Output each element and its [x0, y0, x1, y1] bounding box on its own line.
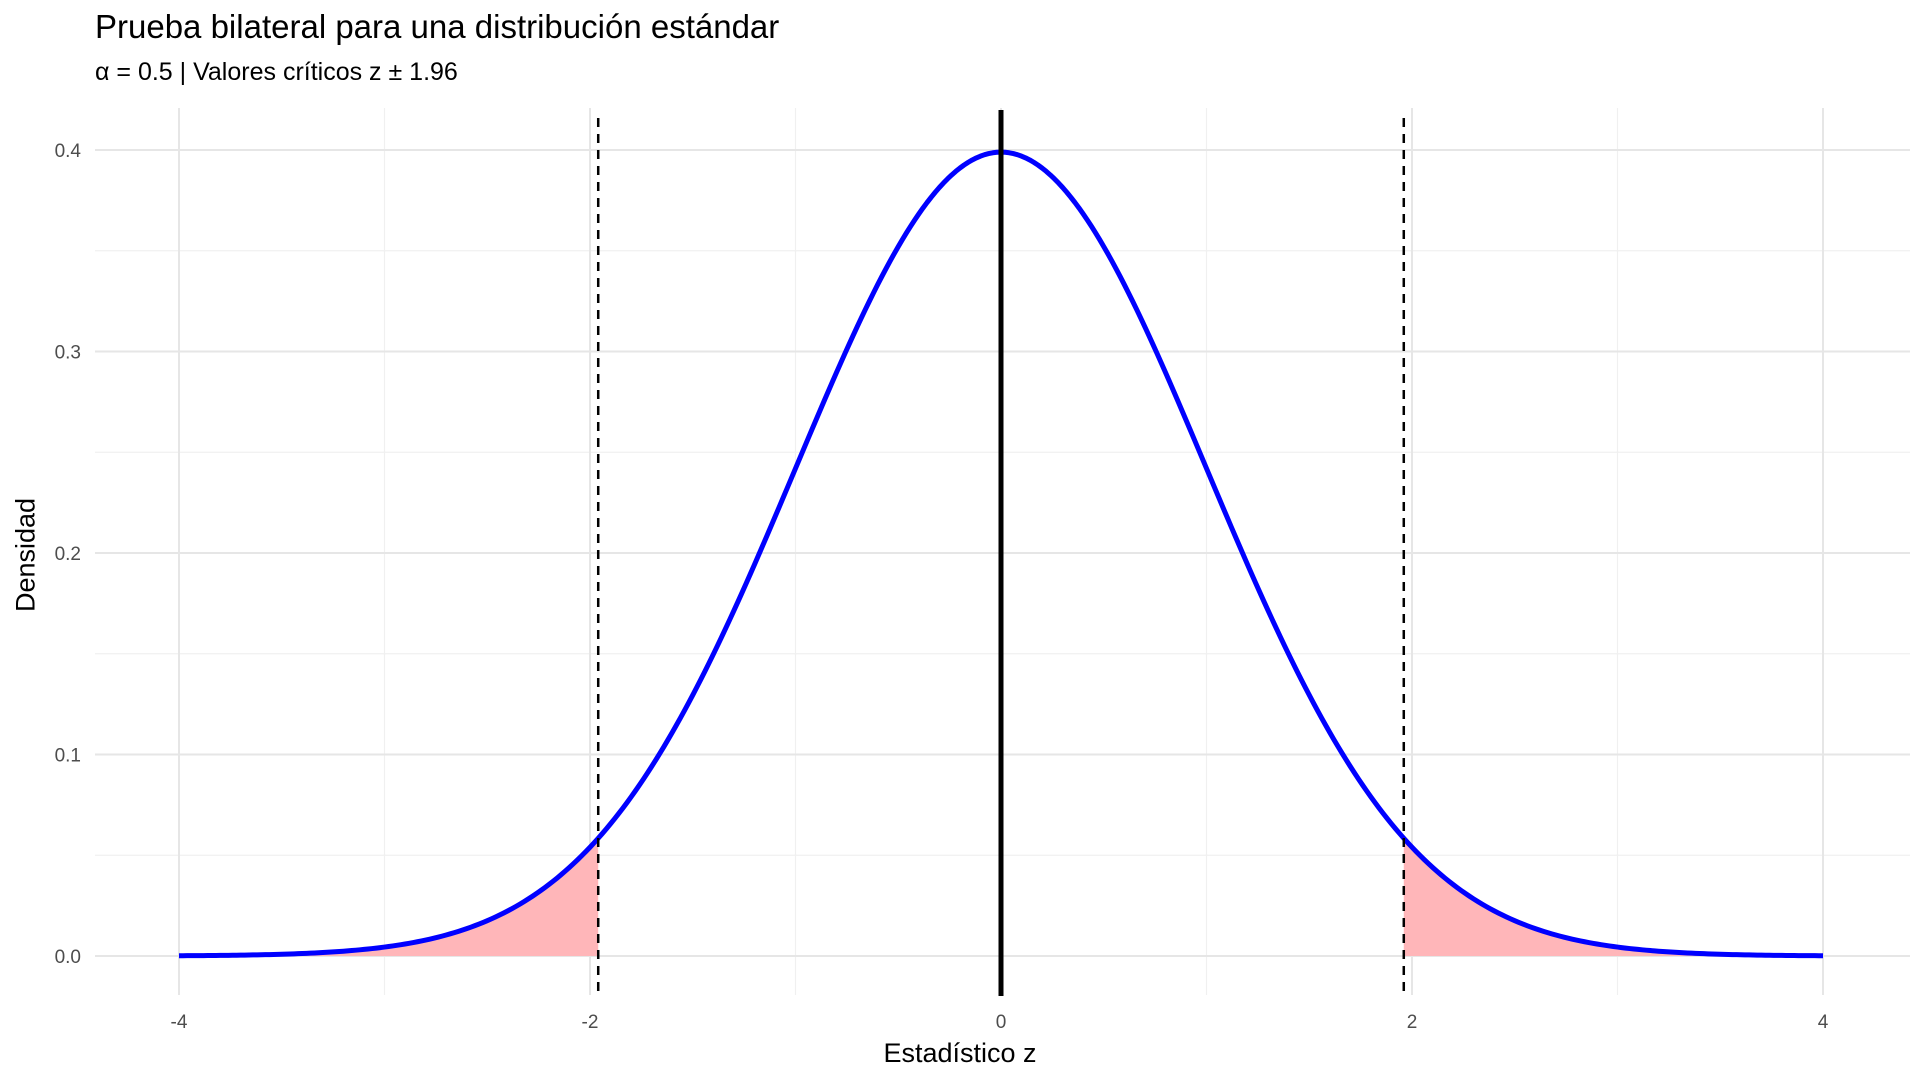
left-rejection-region [179, 838, 599, 956]
x-tick-label: 2 [1407, 1012, 1418, 1033]
y-tick-label: 0.3 [55, 343, 81, 364]
x-tick-label: 0 [996, 1012, 1007, 1033]
x-tick-label: -2 [582, 1012, 599, 1033]
right-rejection-region [1403, 838, 1823, 956]
y-tick-label: 0.1 [55, 746, 81, 767]
y-tick-label: 0.0 [55, 947, 81, 968]
y-tick-label: 0.4 [55, 141, 82, 162]
y-tick-label: 0.2 [55, 544, 81, 565]
chart-title: Prueba bilateral para una distribución e… [95, 8, 780, 45]
chart-subtitle: α = 0.5 | Valores críticos z ± 1.96 [95, 58, 458, 86]
x-tick-label: 4 [1818, 1012, 1829, 1033]
x-tick-label: -4 [171, 1012, 188, 1033]
x-axis-label: Estadístico z [883, 1038, 1037, 1068]
y-axis-label: Densidad [10, 497, 41, 613]
